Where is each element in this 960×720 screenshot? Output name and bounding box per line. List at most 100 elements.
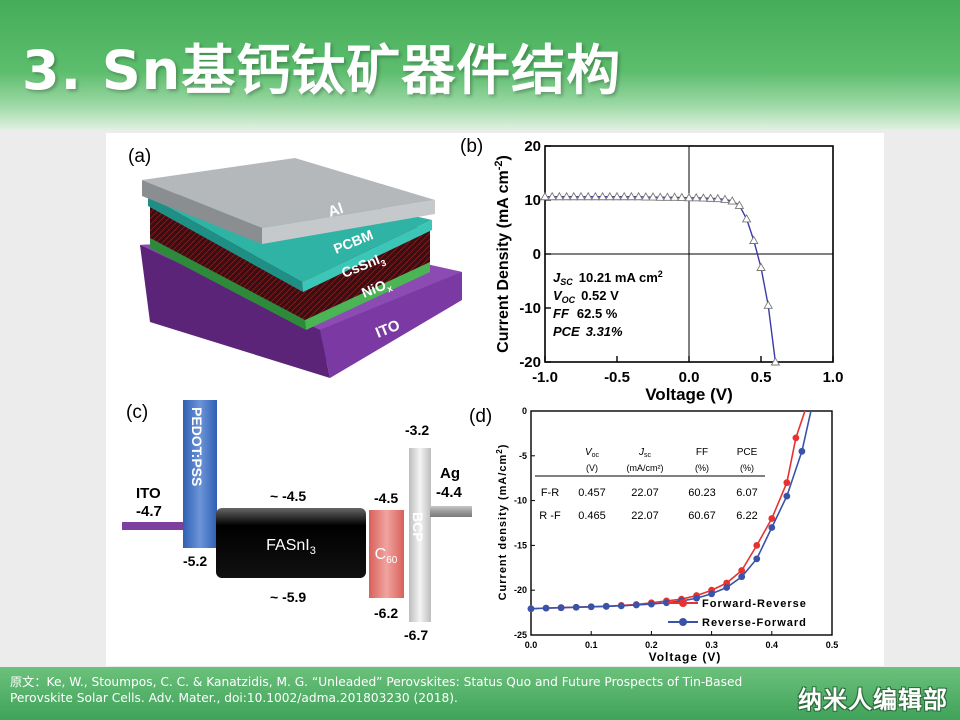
chart-b-point (547, 191, 557, 201)
chart-b-ylabel-text: Current Density (mA cm (495, 170, 512, 353)
layer-al (142, 158, 435, 244)
chart-d-xtick-label: 0.1 (585, 640, 598, 650)
band-c60-name: C60 (375, 546, 398, 566)
legend-marker-forward (679, 599, 687, 607)
band-fasni3-sub: 3 (310, 545, 316, 557)
chart-b-point (756, 262, 766, 271)
chart-d-point (648, 600, 655, 608)
chart-d-point (738, 567, 746, 574)
chart-d-frame (530, 410, 833, 636)
chart-d-series-line (530, 410, 812, 610)
chart-d-point (792, 434, 800, 442)
chart-b-ytick-label: -10 (519, 300, 541, 317)
chart-b-xtick-label: 0.0 (679, 369, 700, 386)
chart-d-point (738, 573, 746, 581)
title-banner (0, 0, 960, 130)
table-header-voc-sub: oc (592, 452, 600, 459)
chart-d-yticklabels: 0 -5 -10 -15 -20 -25 (514, 406, 527, 640)
band-bcp (409, 448, 431, 622)
band-fasni3 (216, 508, 366, 578)
chart-d-xtick-label: 0.4 (766, 640, 779, 650)
chart-d-point (783, 479, 791, 487)
band-ag-name: Ag (440, 465, 460, 482)
chart-d-point (693, 594, 700, 602)
table-unit-jsc: (mA/cm²) (627, 463, 664, 473)
band-fasni3-text: FASnI (266, 537, 310, 554)
chart-b-point (698, 193, 709, 202)
chart-d-ytick-label: -20 (514, 585, 527, 595)
param-voc-val: 0.52 V (581, 288, 619, 303)
chart-b-point (576, 191, 586, 201)
chart-d-series (527, 410, 812, 613)
chart-d-point (617, 602, 625, 610)
chart-b-point (705, 193, 716, 202)
table-row1-jsc: 22.07 (631, 487, 659, 499)
param-pce-sym: PCE (553, 324, 580, 339)
param-jsc-sub: SC (560, 277, 573, 287)
chart-b-ylabel: Current Density (mA cm-2) (493, 155, 512, 353)
chart-d-point (587, 603, 595, 611)
band-fasni3-name: FASnI3 (266, 537, 316, 557)
band-c60-sub: 60 (386, 555, 398, 566)
chart-d-xtick-label: 0.3 (705, 640, 718, 650)
chart-b-point (763, 300, 773, 309)
band-c60 (369, 510, 404, 598)
chart-d-ylabel-text: Current density (mA/cm (497, 454, 509, 601)
chart-b-params: JSC 10.21 mA cm2 VOC 0.52 V FF 62.5 % PCE 3.… (553, 269, 663, 339)
chart-d-ytick-label: -15 (514, 540, 527, 550)
chart-d-ylabel-end: ) (497, 444, 509, 449)
band-ito-value: -4.7 (136, 503, 162, 520)
band-pedot-bottom: -5.2 (183, 553, 207, 569)
chart-b-point (619, 191, 629, 201)
band-ag-value: -4.4 (436, 484, 463, 501)
chart-d-xlabel: Voltage (V) (649, 650, 722, 664)
chart-d-xtick-label: 0.2 (645, 640, 658, 650)
chart-d-table: Voc (V) Jsc (mA/cm²) FF (%) PCE (%) F-R … (535, 447, 765, 522)
svg-text:Voc: Voc (585, 447, 600, 459)
chart-b-point (770, 357, 781, 366)
citation-text: 原文：Ke, W., Stoumpos, C. C. & Kanatzidis,… (10, 675, 743, 705)
table-row2-pce: 6.22 (736, 510, 757, 522)
table-row1-ff: 60.23 (688, 487, 716, 499)
table-header-voc: V (585, 447, 593, 458)
chart-d-legend: Forward-Reverse Reverse-Forward (668, 598, 807, 629)
band-c60-text: C (375, 546, 387, 563)
table-header-jsc: J (638, 447, 645, 458)
table-unit-voc: (V) (586, 463, 598, 473)
param-jsc-sup: 2 (658, 269, 663, 279)
panel-a-label: (a) (128, 146, 151, 167)
chart-d-point (753, 555, 761, 563)
chart-d-point (768, 524, 776, 531)
chart-d-point (557, 604, 565, 612)
chart-d-xtick-label: 0.5 (826, 640, 839, 650)
table-row2-voc: 0.465 (578, 510, 606, 522)
band-bcp-name: BCP (410, 512, 426, 542)
band-ag (430, 506, 472, 517)
legend-label-reverse: Reverse-Forward (702, 617, 807, 629)
panel-c: (c) ITO -4.7 PEDOT:PSS -5.2 FASnI3 ~ -4.… (122, 400, 472, 643)
table-row1-pce: 6.07 (736, 487, 757, 499)
param-jsc-sym: J (553, 270, 561, 285)
band-bcp-bottom: -6.7 (404, 627, 428, 643)
param-jsc-val: 10.21 mA cm (579, 270, 658, 285)
chart-b-point (727, 196, 737, 205)
chart-d-ytick-label: -5 (519, 451, 527, 461)
chart-b-ytick-label: 10 (524, 192, 541, 209)
chart-b-point (540, 191, 550, 201)
panel-c-label: (c) (126, 402, 148, 423)
band-ito (122, 522, 186, 530)
chart-b-ylabel-end: ) (495, 155, 512, 160)
chart-b-point (597, 191, 608, 201)
layer-label-niox-sub: x (386, 283, 394, 294)
chart-b-ytick-label: -20 (519, 354, 541, 371)
chart-d-ticks (530, 410, 833, 636)
table-row1-voc: 0.457 (578, 487, 606, 499)
band-bcp-top: -3.2 (405, 422, 429, 438)
param-voc-sym: V (553, 288, 563, 303)
footer-bar (0, 667, 960, 720)
param-voc-sub: OC (562, 295, 576, 305)
chart-d-ylabel: Current density (mA/cm2) (495, 444, 509, 601)
